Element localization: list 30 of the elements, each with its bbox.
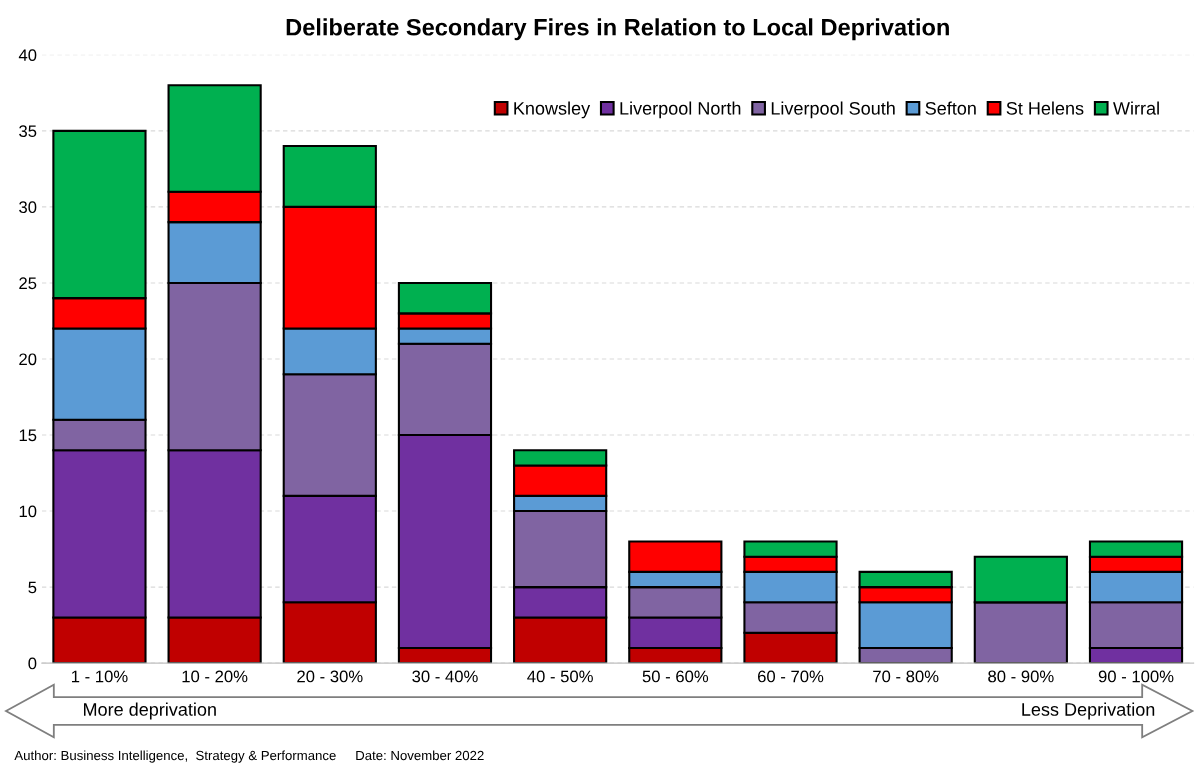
y-tick-label: 20: [19, 353, 37, 366]
y-tick-label: 10: [19, 505, 37, 518]
y-tick-label: 25: [19, 277, 37, 290]
legend-label: Liverpool South: [771, 101, 895, 119]
x-tick-label: 30 - 40%: [412, 670, 478, 683]
y-tick-label: 40: [18, 49, 37, 62]
y-tick-label: 15: [19, 429, 37, 442]
legend-label: Sefton: [925, 101, 976, 115]
legend-label: Wirral: [1113, 101, 1159, 115]
legend-label: Knowsley: [514, 101, 591, 119]
y-tick-label: 5: [28, 581, 37, 594]
x-tick-label: 90 - 100%: [1098, 670, 1174, 683]
x-tick-label: 60 - 70%: [757, 670, 824, 683]
x-tick-label: 40 - 50%: [527, 670, 593, 683]
text: Less Deprivation: [1022, 702, 1155, 720]
y-tick-label: 0: [28, 657, 37, 670]
x-tick-label: 50 - 60%: [642, 670, 709, 683]
legend-label: Liverpool North: [620, 101, 741, 119]
text: Author: Business Intelligence, Strategy & Performance: [14, 750, 336, 763]
x-tick-label: 70 - 80%: [873, 670, 939, 683]
y-tick-label: 35: [19, 125, 37, 138]
text: Date: November 2022: [356, 750, 484, 761]
y-tick-label: 30: [19, 201, 37, 214]
chart-title: Deliberate Secondary Fires in Relation to Local Deprivation: [286, 18, 949, 41]
x-tick-label: 20 - 30%: [297, 670, 363, 683]
x-tick-label: 80 - 90%: [988, 670, 1054, 683]
x-tick-label: 10 - 20%: [182, 670, 248, 683]
x-tick-label: 1 - 10%: [72, 670, 128, 683]
text: More deprivation: [84, 702, 216, 720]
legend-label: St Helens: [1006, 101, 1084, 115]
